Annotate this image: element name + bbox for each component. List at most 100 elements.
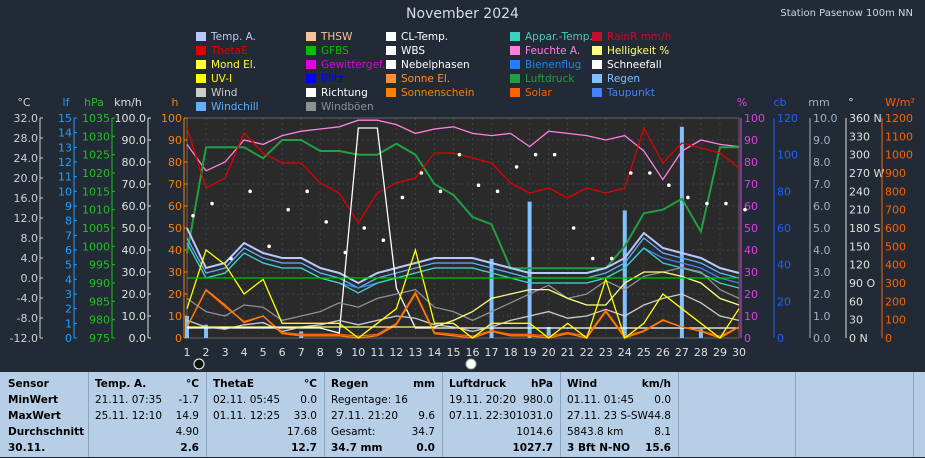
legend-label: ThetaE [211,45,248,57]
tick-wm2: 300 [885,277,906,290]
stats-row-label: MinWert [8,394,59,406]
direction-dot [686,195,690,200]
legend-item-11[interactable]: Mond El. [196,59,256,71]
stats-cell-label: 27.11. 21:20 [331,410,398,422]
stats-col-unit: °C [186,378,199,390]
tick-mm: 6.0 [813,200,831,213]
tick-lf: 1 [65,317,72,330]
direction-dot [286,207,290,212]
direction-dot [628,171,633,175]
stats-col-unit: °C [304,378,317,390]
legend-label: Nebelphasen [401,59,470,71]
tick-h: 0 [175,332,182,345]
legend-swatch [196,102,206,111]
tick-temp: -12.0 [10,332,38,345]
rain-bar [527,201,532,338]
tick-wm2: 700 [885,204,906,217]
legend-swatch [386,88,396,97]
legend-item-5[interactable]: RainR mm/h [592,31,671,43]
tick-hpa: 975 [89,332,110,345]
stats-col-title: Temp. A. [95,378,147,390]
legend-item-27[interactable]: Windböen [306,101,374,113]
tick-lf: 3 [65,288,72,301]
stats-cell-value: 1014.6 [516,426,553,438]
tick-lf: 4 [65,273,72,286]
tick-deg: 180 S [849,222,880,235]
stats-table: Sensor MinWert MaxWert Durchschnitt 30.11. Te… [0,372,925,457]
legend-label: Sonne El. [401,73,451,85]
stats-cell-label: 27.11. 23 S-SW [567,410,648,422]
tick-kmh: 50.0 [122,222,147,235]
legend-label: GFBS [321,45,349,57]
rain-bar [622,210,627,338]
axis-unit-h: h [172,96,179,109]
legend-item-10[interactable]: Helligkeit % [592,45,669,57]
stats-cell-value: 0.0 [654,394,671,406]
x-tick-label: 15 [446,346,460,359]
direction-dot [514,165,519,169]
legend-item-24[interactable]: Solar [510,87,552,99]
legend-item-4[interactable]: Appar.-Temp. [510,31,593,43]
legend-item-23[interactable]: Sonnenschein [386,87,474,99]
direction-dot [609,256,614,261]
legend-item-15[interactable]: Schneefall [592,59,662,71]
legend-item-13[interactable]: Nebelphasen [386,59,470,71]
tick-mm: 4.0 [813,244,831,257]
tick-mm: 5.0 [813,222,831,235]
legend-swatch [592,46,602,55]
tick-hpa: 1000 [82,240,110,253]
legend-item-7[interactable]: GFBS [306,45,349,57]
tick-lf: 14 [58,127,72,140]
tick-kmh: 60.0 [122,200,147,213]
legend-label: Bienenflug [525,59,582,71]
tick-temp: 0.0 [21,272,39,285]
legend-item-20[interactable]: Regen [592,73,640,85]
tick-temp: 12.0 [14,212,39,225]
legend-item-8[interactable]: WBS [386,45,425,57]
tick-cb: 80 [777,185,791,198]
tick-pct: 80 [744,156,758,169]
legend-item-25[interactable]: Taupunkt [592,87,655,99]
stats-cell-value: 34.7 [411,426,435,438]
legend-label: Feuchte A. [525,45,581,57]
tick-lf: 0 [65,332,72,345]
stats-row-label: 30.11. [8,442,46,454]
tick-h: 100 [161,112,182,125]
legend-item-2[interactable]: THSW [306,31,352,43]
legend-item-9[interactable]: Feuchte A. [510,45,580,57]
tick-h: 10 [168,310,182,323]
legend-item-19[interactable]: Luftdruck [510,73,574,85]
tick-deg: 90 O [849,277,875,290]
axis-unit-deg: ° [848,96,854,109]
direction-dot [495,189,500,194]
legend-label: UV-I [211,73,233,85]
legend-item-22[interactable]: Richtung [306,87,368,99]
legend-swatch [306,102,316,111]
stats-col-sensor: Sensor MinWert MaxWert Durchschnitt 30.11. [0,372,88,457]
tick-wm2: 1200 [885,112,913,125]
legend-swatch [306,74,316,83]
tick-temp: -4.0 [17,292,38,305]
stats-row-label: Durchschnitt [8,426,85,438]
stats-col-empty [678,372,796,457]
legend-item-17[interactable]: Blitz [306,73,344,85]
legend-item-26[interactable]: Windchill [196,101,259,113]
legend-item-18[interactable]: Sonne El. [386,73,450,85]
x-tick-label: 23 [599,346,613,359]
x-tick-label: 24 [618,346,632,359]
direction-dot [667,183,671,188]
legend-item-21[interactable]: Wind [196,87,237,99]
series-line-1 [186,139,739,270]
x-tick-label: 18 [504,346,518,359]
stats-cell-value: 980.0 [522,394,553,406]
tick-wm2: 800 [885,185,906,198]
legend-item-14[interactable]: Bienenflug [510,59,581,71]
legend-item-6[interactable]: ThetaE [196,45,248,57]
legend-item-16[interactable]: UV-I [196,73,232,85]
legend-item-1[interactable]: Temp. A. [196,31,256,43]
stats-col-unit: km/h [641,378,671,390]
legend-item-3[interactable]: CL-Temp. [386,31,448,43]
legend-item-12[interactable]: Gewittergef. [306,59,385,71]
tick-hpa: 1030 [82,130,110,143]
tick-lf: 7 [65,229,72,242]
